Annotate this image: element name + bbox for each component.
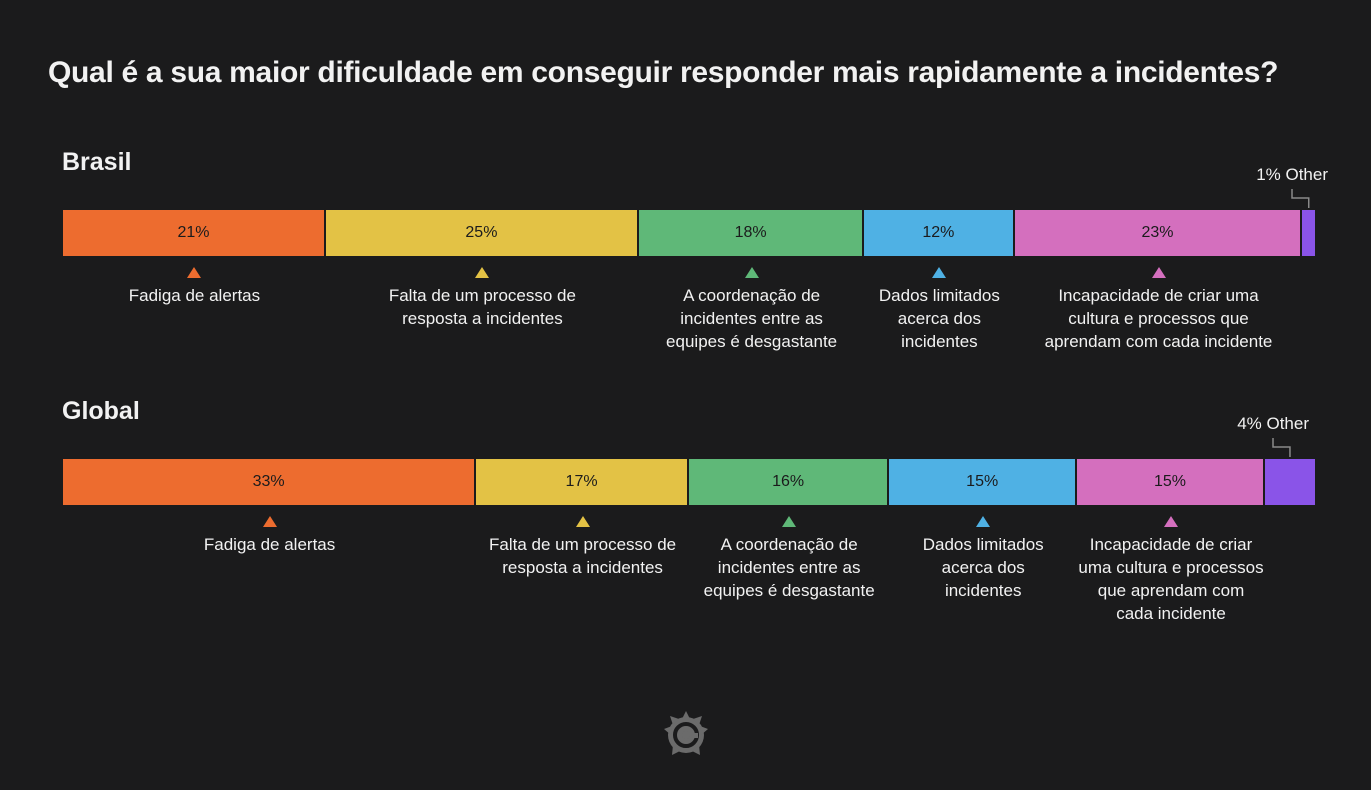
other-label: 4% Other bbox=[1237, 414, 1309, 433]
category-marker-icon bbox=[1151, 267, 1166, 278]
category-label: Incapacidade de criar uma cultura e proce… bbox=[1044, 284, 1274, 353]
category-label-line: Falta de um processo de bbox=[489, 535, 677, 554]
segment-value-label: 17% bbox=[565, 473, 598, 490]
segment-value-label: 18% bbox=[734, 224, 767, 241]
category-label-line: incidentes bbox=[944, 581, 1022, 600]
segment-value-label: 12% bbox=[922, 224, 955, 241]
other-leader-path bbox=[1291, 189, 1310, 208]
category-label-line: cultura e processos que bbox=[1068, 309, 1249, 328]
category-label: Fadiga de alertas bbox=[155, 533, 385, 556]
other-leader-path bbox=[1272, 438, 1291, 457]
category-label-line: equipes é desgastante bbox=[703, 581, 875, 600]
category-label-line: incidentes entre as bbox=[680, 309, 823, 328]
category-label-line: A coordenação de bbox=[683, 286, 821, 305]
bar-segment: 17% bbox=[476, 459, 689, 505]
section-title-brasil: Brasil bbox=[62, 148, 132, 176]
category-label: A coordenação de incidentes entre as equip… bbox=[674, 533, 904, 602]
segment-value-label: 16% bbox=[772, 473, 805, 490]
category-label-line: resposta a incidentes bbox=[502, 558, 663, 577]
bar-segment: 25% bbox=[325, 210, 639, 256]
other-label: 1% Other bbox=[1256, 165, 1328, 184]
category-label-line: A coordenação de bbox=[720, 535, 858, 554]
category-label: Dados limitados acerca dos incidentes bbox=[824, 284, 1054, 353]
category-marker-icon bbox=[782, 516, 797, 527]
category-label-line: incidentes bbox=[901, 332, 978, 351]
category-label: Incapacidade de criar uma cultura e proce… bbox=[1056, 533, 1286, 625]
category-label: Falta de um processo de resposta a incide… bbox=[468, 533, 698, 579]
bar-segment: 15% bbox=[1077, 459, 1265, 505]
category-label-line: acerca dos bbox=[897, 309, 981, 328]
category-marker-icon bbox=[475, 267, 490, 278]
stacked-bar-global: 33% 17% 16% 15% 15% bbox=[63, 459, 1315, 505]
category-label-line: incidentes entre as bbox=[717, 558, 861, 577]
section-title-global: Global bbox=[62, 397, 140, 425]
segment-value-label: 15% bbox=[1153, 473, 1186, 490]
category-label-line: Fadiga de alertas bbox=[203, 535, 336, 554]
category-label-line: Fadiga de alertas bbox=[128, 286, 261, 305]
category-label-line: resposta a incidentes bbox=[402, 309, 563, 328]
chart-title: Qual é a sua maior dificuldade em conseg… bbox=[48, 56, 1279, 89]
category-label-line: Falta de um processo de bbox=[388, 286, 576, 305]
category-label-line: Incapacidade de criar bbox=[1089, 535, 1253, 554]
category-label-line: cada incidente bbox=[1116, 604, 1226, 623]
bar-segment bbox=[1302, 210, 1315, 256]
category-label-line: aprendam com cada incidente bbox=[1044, 332, 1273, 351]
category-label-line: uma cultura e processos bbox=[1078, 558, 1264, 577]
category-marker-icon bbox=[187, 267, 202, 278]
category-marker-icon bbox=[262, 516, 277, 527]
category-label-line: Incapacidade de criar uma bbox=[1058, 286, 1259, 305]
category-label-line: Dados limitados bbox=[878, 286, 1000, 305]
grafana-logo-icon bbox=[664, 711, 708, 755]
bar-segment: 21% bbox=[63, 210, 326, 256]
category-label: A coordenação de incidentes entre as equip… bbox=[637, 284, 867, 353]
category-marker-icon bbox=[744, 267, 759, 278]
segment-value-label: 15% bbox=[966, 473, 999, 490]
category-marker-icon bbox=[932, 267, 947, 278]
segment-value-label: 25% bbox=[465, 224, 498, 241]
category-marker-icon bbox=[575, 516, 590, 527]
category-label-line: que aprendam com bbox=[1097, 581, 1245, 600]
category-label: Falta de um processo de resposta a incide… bbox=[367, 284, 597, 330]
bar-segment: 16% bbox=[688, 459, 890, 505]
category-label-line: acerca dos bbox=[941, 558, 1025, 577]
category-label-line: Dados limitados bbox=[922, 535, 1044, 554]
category-label-line: equipes é desgastante bbox=[666, 332, 838, 351]
category-marker-icon bbox=[1164, 516, 1179, 527]
bar-segment bbox=[1264, 459, 1315, 505]
segment-value-label: 23% bbox=[1141, 224, 1174, 241]
segment-value-label: 33% bbox=[252, 473, 285, 490]
stacked-bar-brasil: 21% 25% 18% 12% 23% bbox=[63, 210, 1315, 256]
bar-segment: 23% bbox=[1014, 210, 1303, 256]
bar-segment: 18% bbox=[638, 210, 865, 256]
segment-value-label: 21% bbox=[177, 224, 210, 241]
category-marker-icon bbox=[976, 516, 991, 527]
bar-segment: 33% bbox=[63, 459, 477, 505]
bar-segment: 15% bbox=[889, 459, 1078, 505]
bar-segment: 12% bbox=[864, 210, 1015, 256]
category-label: Fadiga de alertas bbox=[79, 284, 309, 307]
category-label: Dados limitados acerca dos incidentes bbox=[868, 533, 1098, 602]
